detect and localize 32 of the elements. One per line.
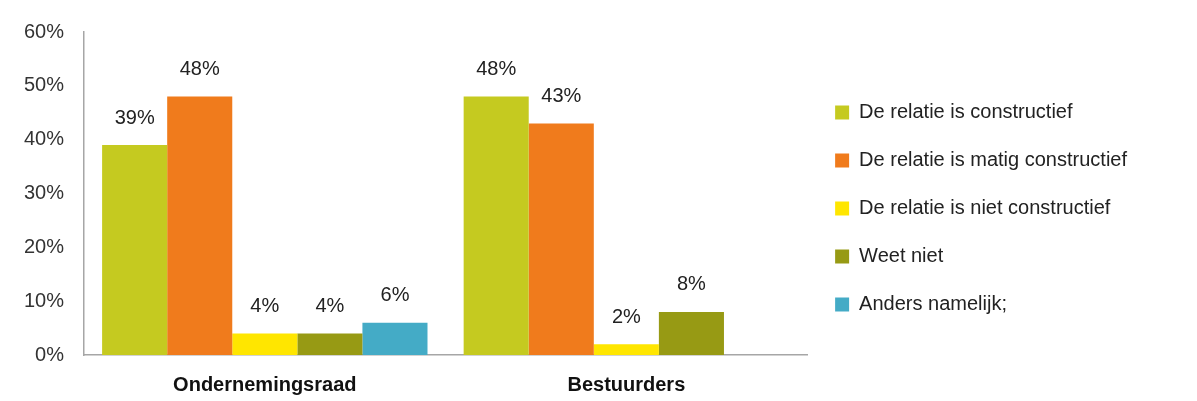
bar: [593, 344, 659, 355]
data-label: 4%: [315, 293, 345, 316]
y-tick-label: 20%: [24, 234, 65, 257]
y-tick-label: 50%: [24, 73, 65, 96]
bar: [463, 96, 529, 355]
y-tick-label: 30%: [24, 181, 65, 204]
bar: [528, 123, 594, 355]
y-tick-label: 10%: [24, 288, 65, 311]
data-label: 4%: [250, 293, 280, 316]
bar: [362, 322, 428, 355]
y-tick-label: 40%: [24, 127, 65, 150]
legend-label: Weet niet: [859, 244, 944, 267]
data-label: 48%: [476, 57, 517, 80]
bar: [167, 96, 233, 355]
data-label: 2%: [611, 304, 642, 327]
x-tick-label: Ondernemingsraad: [173, 372, 357, 395]
bar: [232, 333, 298, 355]
bar: [297, 333, 363, 355]
legend-label: De relatie is matig constructief: [859, 148, 1128, 171]
legend-label: Anders namelijk;: [859, 292, 1007, 315]
legend-label: De relatie is niet constructief: [859, 196, 1111, 219]
data-label: 6%: [380, 283, 410, 306]
y-tick-label: 0%: [35, 342, 65, 365]
data-label: 43%: [541, 84, 582, 107]
bar: [102, 145, 168, 355]
y-tick-label: 60%: [24, 19, 65, 42]
data-label: 8%: [676, 272, 707, 295]
bar: [658, 311, 724, 355]
data-label: 48%: [179, 57, 220, 80]
legend-label: De relatie is constructief: [859, 100, 1073, 123]
x-tick-label: Bestuurders: [567, 372, 686, 395]
data-label: 39%: [114, 105, 155, 128]
